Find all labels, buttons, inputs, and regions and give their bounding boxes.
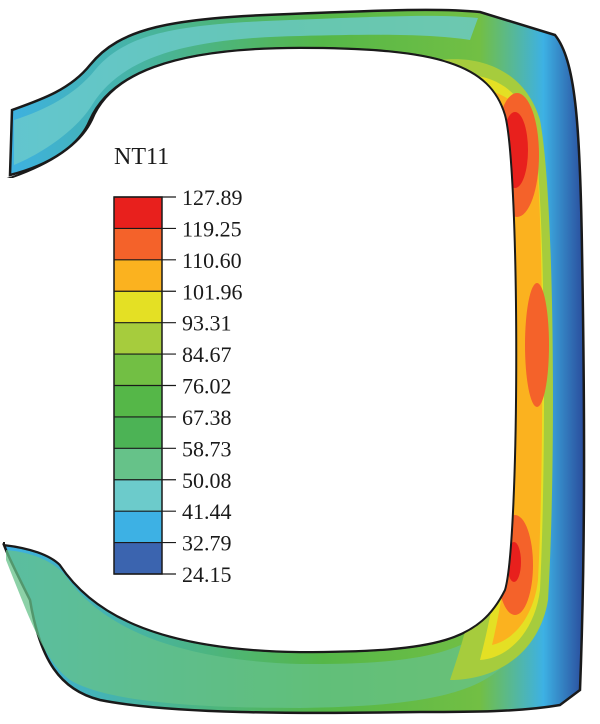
legend-title: NT11 <box>114 144 169 170</box>
legend-swatches <box>113 196 176 575</box>
tire-cross-section <box>0 8 586 715</box>
legend-swatch <box>114 542 162 574</box>
legend-swatch <box>114 448 162 480</box>
legend-swatch <box>114 385 162 417</box>
legend-label: 32.79 <box>182 531 232 556</box>
legend-label: 93.31 <box>182 311 232 336</box>
legend-label: 50.08 <box>182 468 232 493</box>
legend-label: 24.15 <box>182 562 232 587</box>
hot-spot-middle-outer <box>525 283 549 407</box>
legend-swatch <box>114 354 162 386</box>
legend-label: 67.38 <box>182 405 232 430</box>
legend-label: 110.60 <box>182 248 242 273</box>
legend-swatch <box>114 259 162 292</box>
tire-inner-cavity <box>3 46 518 654</box>
legend-label: 41.44 <box>182 499 232 524</box>
legend-label: 119.25 <box>182 216 242 241</box>
color-legend: NT11 127.89 119.25 110.60 101.96 93.31 84.67 7… <box>113 144 243 587</box>
tire-lower-sidewall <box>6 550 520 708</box>
legend-swatch <box>114 322 162 355</box>
tread-band-orange-light <box>485 90 543 645</box>
legend-label: 84.67 <box>182 342 232 367</box>
legend-swatch <box>114 416 162 449</box>
legend-labels: 127.89 119.25 110.60 101.96 93.31 84.67 76.02 6… <box>182 185 243 587</box>
legend-label: 101.96 <box>182 279 243 304</box>
legend-label: 76.02 <box>182 374 232 399</box>
legend-swatch <box>114 291 162 323</box>
legend-swatch <box>114 197 162 229</box>
legend-label: 58.73 <box>182 436 232 461</box>
legend-swatch <box>114 511 162 543</box>
tire-upper-sidewall <box>14 15 478 166</box>
legend-swatch <box>114 228 162 260</box>
legend-swatch <box>114 479 162 512</box>
bead-gap <box>0 178 14 542</box>
legend-label: 127.89 <box>182 185 243 210</box>
